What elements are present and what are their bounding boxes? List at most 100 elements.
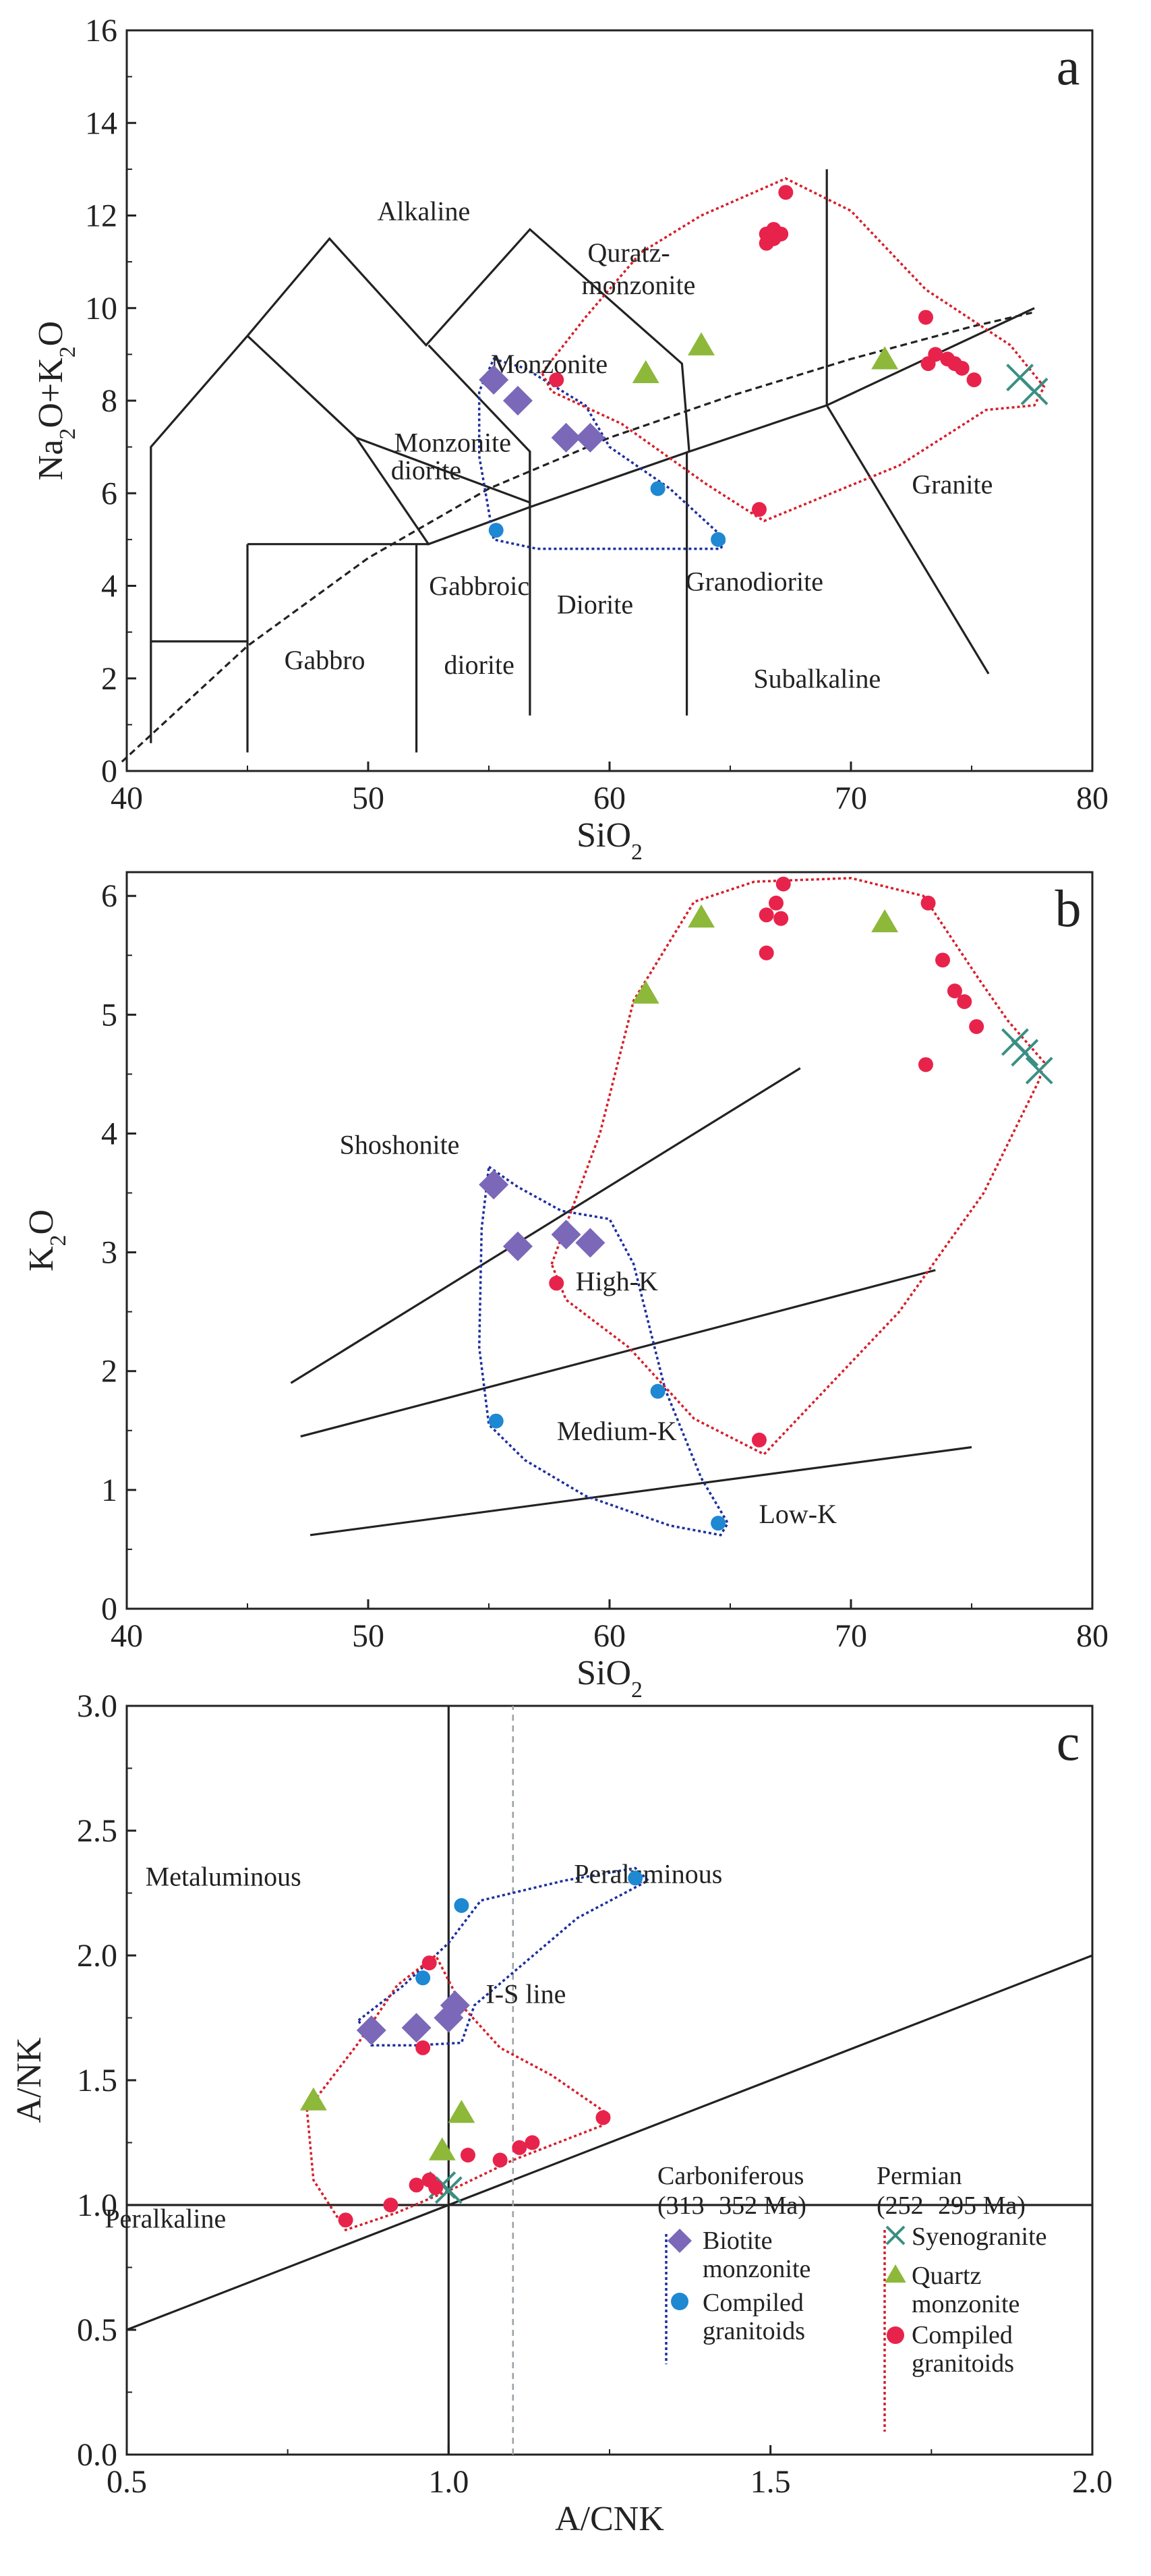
x-tick-label: 60 bbox=[593, 780, 626, 816]
compiled-granitoids-permian-point bbox=[957, 994, 972, 1009]
compiled-granitoids-permian-point bbox=[935, 952, 951, 968]
y-tick-label: 5 bbox=[101, 997, 117, 1033]
y-tick-label: 1.0 bbox=[77, 2187, 117, 2223]
field-label: Peraluminous bbox=[574, 1859, 722, 1889]
legend-syenogranite-marker bbox=[885, 2225, 906, 2245]
biotite-monzonite-point bbox=[575, 1228, 606, 1258]
field-boundary-line bbox=[126, 1954, 1093, 2331]
y-tick-label: 6 bbox=[101, 476, 117, 511]
biotite-monzonite-point bbox=[356, 2015, 386, 2045]
field-label: Granite bbox=[912, 469, 993, 499]
compiled-granitoids-permian-point bbox=[415, 2040, 431, 2055]
compiled-granitoids-permian-point bbox=[918, 310, 933, 325]
compiled-granitoids-permian-point bbox=[969, 1019, 984, 1034]
x-tick-label: 1.5 bbox=[750, 2464, 791, 2500]
y-tick-label: 0.0 bbox=[77, 2437, 117, 2473]
legend-permian-age: (252−295 Ma) bbox=[877, 2192, 1026, 2220]
compiled-granitoids-permian-point bbox=[773, 911, 789, 926]
biotite-monzonite-point bbox=[440, 1991, 470, 2020]
biotite-monzonite-point bbox=[551, 1220, 581, 1250]
compiled-granitoids-carboniferous-point bbox=[711, 1516, 726, 1531]
x-tick-label: 40 bbox=[111, 780, 143, 816]
legend-syenogranite-label: Syenogranite bbox=[912, 2223, 1047, 2251]
legend-carboniferous-age: (313−352 Ma) bbox=[657, 2192, 806, 2220]
y-axis-title: K2O bbox=[22, 1209, 71, 1271]
x-axis-title: SiO2 bbox=[577, 1654, 643, 1702]
compiled-granitoids-carboniferous-point bbox=[454, 1898, 469, 1913]
y-axis-title: A/NK bbox=[10, 2037, 49, 2123]
y-tick-label: 0 bbox=[101, 1591, 117, 1627]
quartz-monzonite-point bbox=[632, 980, 659, 1004]
quartz-monzonite-point bbox=[299, 2087, 327, 2111]
y-tick-label: 14 bbox=[85, 105, 117, 141]
field-label: Quratz- bbox=[588, 237, 670, 268]
field-label: Diorite bbox=[557, 590, 633, 620]
compiled-granitoids-permian-point bbox=[966, 372, 982, 388]
x-tick-label: 50 bbox=[352, 1618, 384, 1654]
field-label: diorite bbox=[444, 650, 514, 680]
legend-compiled-perm-marker bbox=[887, 2326, 904, 2344]
y-tick-label: 2.5 bbox=[77, 1813, 117, 1849]
permian-envelope bbox=[540, 177, 1046, 523]
compiled-granitoids-permian-point bbox=[766, 231, 781, 246]
syenogranite-point bbox=[1020, 377, 1049, 405]
legend-compiled-perm-label: granitoids bbox=[912, 2349, 1014, 2378]
compiled-granitoids-permian-point bbox=[778, 185, 794, 200]
biotite-monzonite-point bbox=[401, 2013, 432, 2043]
legend-compiled-carb-label: granitoids bbox=[703, 2317, 805, 2345]
x-tick-label: 80 bbox=[1076, 780, 1109, 816]
compiled-granitoids-carboniferous-point bbox=[488, 523, 504, 538]
compiled-granitoids-permian-point bbox=[549, 1276, 564, 1291]
compiled-granitoids-permian-point bbox=[751, 502, 767, 517]
legend: Carboniferous(313−352 Ma) Permian(252−295… bbox=[657, 2162, 1047, 2432]
panel-letter: a bbox=[1057, 37, 1080, 96]
y-tick-label: 1.5 bbox=[77, 2063, 117, 2098]
quartz-monzonite-point bbox=[448, 2100, 475, 2123]
field-boundary-line bbox=[309, 1446, 972, 1537]
quartz-monzonite-point bbox=[871, 346, 899, 370]
legend-quartz-monzonite-label: monzonite bbox=[912, 2290, 1020, 2318]
field-label: Alkaline bbox=[377, 196, 470, 226]
field-label: diorite bbox=[391, 455, 461, 486]
irvine-baragar-line bbox=[121, 312, 1032, 763]
biotite-monzonite-point bbox=[575, 422, 606, 453]
compiled-granitoids-permian-point bbox=[751, 1432, 767, 1448]
carboniferous-envelope bbox=[477, 357, 727, 550]
y-axis-title: Na2O+K2O bbox=[32, 321, 80, 480]
compiled-granitoids-carboniferous-point bbox=[415, 1970, 431, 1986]
x-axis-title: A/CNK bbox=[555, 2500, 664, 2538]
x-tick-label: 40 bbox=[111, 1618, 143, 1654]
carboniferous-envelope bbox=[477, 1164, 730, 1537]
biotite-monzonite-point bbox=[479, 365, 509, 395]
field-label: monzonite bbox=[582, 270, 696, 300]
compiled-granitoids-permian-point bbox=[512, 2140, 527, 2155]
quartz-monzonite-point bbox=[428, 2137, 456, 2160]
legend-permian-title: Permian bbox=[877, 2162, 962, 2190]
compiled-granitoids-permian-point bbox=[595, 2110, 611, 2125]
compiled-granitoids-carboniferous-point bbox=[711, 532, 726, 547]
biotite-monzonite-point bbox=[502, 1231, 533, 1261]
legend-quartz-monzonite-marker bbox=[885, 2264, 906, 2283]
panel-letter: b bbox=[1055, 879, 1082, 938]
y-tick-label: 1 bbox=[101, 1472, 117, 1508]
compiled-granitoids-permian-point bbox=[492, 2152, 508, 2168]
field-boundary-line bbox=[825, 169, 990, 675]
compiled-granitoids-permian-point bbox=[954, 360, 970, 376]
legend-carboniferous-title: Carboniferous bbox=[657, 2162, 804, 2190]
legend-biotite-monzonite-label: monzonite bbox=[703, 2255, 810, 2283]
field-boundary-line bbox=[290, 1067, 801, 1384]
field-label: Granodiorite bbox=[686, 566, 823, 596]
y-tick-label: 8 bbox=[101, 383, 117, 419]
x-tick-label: 70 bbox=[835, 780, 867, 816]
y-tick-label: 16 bbox=[85, 13, 117, 49]
y-tick-label: 0 bbox=[101, 753, 117, 789]
legend-biotite-monzonite-label: Biotite bbox=[703, 2227, 772, 2255]
y-tick-label: 12 bbox=[85, 198, 117, 234]
field-label: Peralkaline bbox=[105, 2203, 226, 2233]
x-tick-label: 60 bbox=[593, 1618, 626, 1654]
field-label: Monzonite bbox=[491, 349, 608, 379]
plot-frame bbox=[125, 29, 1094, 772]
compiled-granitoids-permian-point bbox=[920, 356, 936, 372]
x-tick-label: 1.0 bbox=[428, 2464, 469, 2500]
